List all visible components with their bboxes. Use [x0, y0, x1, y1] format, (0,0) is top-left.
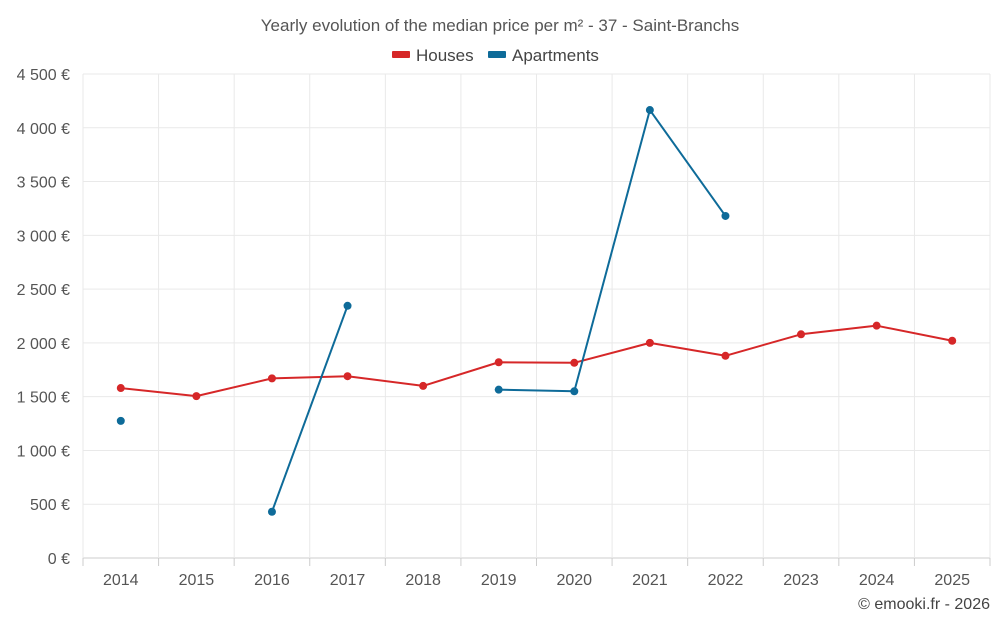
data-point-apartments[interactable] [267, 507, 276, 516]
series-line-apartments [498, 109, 727, 393]
grid [82, 73, 991, 566]
y-tick-label: 0 € [48, 551, 70, 568]
x-tick-label: 2021 [632, 572, 668, 589]
data-point-houses[interactable] [570, 358, 579, 367]
x-tick-label: 2017 [330, 572, 366, 589]
x-tick-label: 2016 [254, 572, 290, 589]
x-tick-label: 2025 [934, 572, 970, 589]
data-point-houses[interactable] [419, 381, 428, 390]
legend-label-houses: Houses [416, 46, 474, 65]
y-tick-label: 2 500 € [17, 282, 70, 299]
data-point-houses[interactable] [948, 336, 957, 345]
credit-text: © emooki.fr - 2026 [858, 596, 990, 613]
plot-series [116, 106, 957, 516]
data-point-houses[interactable] [116, 384, 125, 393]
x-tick-label: 2023 [783, 572, 819, 589]
x-tick-label: 2015 [179, 572, 215, 589]
data-point-apartments[interactable] [494, 385, 503, 394]
y-tick-label: 1 000 € [17, 443, 70, 460]
series-line-apartments [271, 305, 349, 513]
data-point-houses[interactable] [721, 351, 730, 360]
y-tick-label: 4 000 € [17, 121, 70, 138]
x-tick-label: 2020 [556, 572, 592, 589]
data-point-houses[interactable] [343, 372, 352, 381]
y-tick-label: 1 500 € [17, 390, 70, 407]
y-axis-ticks: 0 € 500 € 1 000 € 1 500 € 2 000 € 2 500 € 3 00… [17, 67, 70, 568]
series-apartments [116, 106, 730, 516]
x-tick-label: 2018 [405, 572, 441, 589]
y-tick-label: 3 500 € [17, 175, 70, 192]
legend-swatch-apartments [488, 51, 506, 58]
data-point-apartments[interactable] [343, 301, 352, 310]
y-tick-label: 2 000 € [17, 336, 70, 353]
legend-swatch-houses [392, 51, 410, 58]
data-point-apartments[interactable] [645, 106, 654, 115]
x-tick-label: 2024 [859, 572, 895, 589]
x-axis-ticks: 2014 2015 2016 2017 2018 2019 2020 2021 2022 2023… [103, 572, 970, 589]
data-point-houses[interactable] [267, 374, 276, 383]
legend-label-apartments: Apartments [512, 46, 599, 65]
legend-item-houses[interactable]: Houses [392, 46, 474, 65]
chart-title: Yearly evolution of the median price per… [261, 16, 739, 35]
x-tick-label: 2019 [481, 572, 517, 589]
y-tick-label: 4 500 € [17, 67, 70, 84]
data-point-houses[interactable] [872, 321, 881, 330]
data-point-houses[interactable] [192, 392, 201, 401]
data-point-houses[interactable] [797, 330, 806, 339]
series-houses [116, 321, 957, 401]
x-tick-label: 2022 [708, 572, 744, 589]
legend-item-apartments[interactable]: Apartments [488, 46, 599, 65]
y-tick-label: 3 000 € [17, 228, 70, 245]
data-point-houses[interactable] [494, 358, 503, 367]
series-line-houses [120, 324, 953, 398]
x-tick-label: 2014 [103, 572, 139, 589]
data-point-houses[interactable] [645, 338, 654, 347]
data-point-apartments[interactable] [570, 387, 579, 396]
data-point-apartments[interactable] [721, 211, 730, 220]
y-tick-label: 500 € [30, 497, 70, 514]
legend: Houses Apartments [392, 46, 599, 65]
data-point-apartments[interactable] [116, 416, 125, 425]
